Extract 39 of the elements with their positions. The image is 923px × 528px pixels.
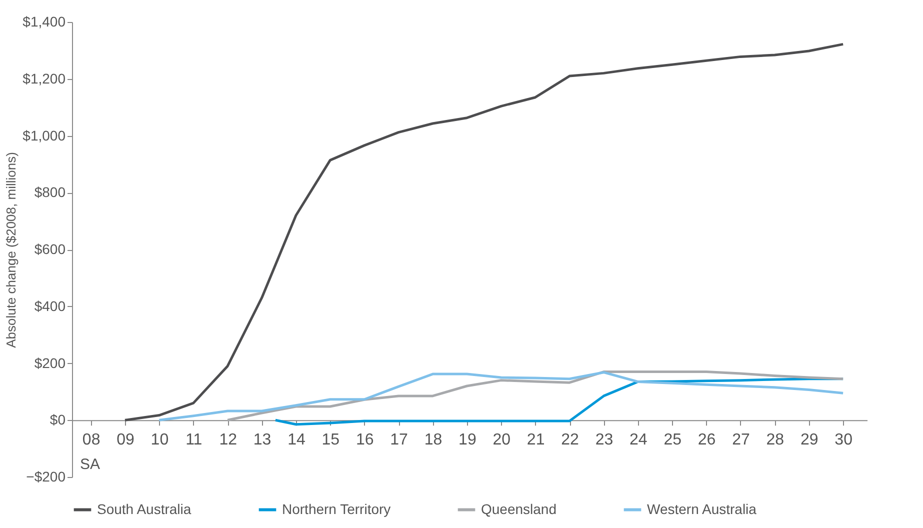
x-tick-label: 09 (116, 432, 134, 449)
x-tick-label: 24 (630, 432, 648, 449)
x-tick-label: 23 (595, 432, 614, 449)
x-tick-label: 13 (253, 432, 272, 449)
x-tick-label: 16 (356, 432, 374, 449)
x-tick-label: 10 (150, 432, 169, 449)
y-tick-label: $200 (34, 354, 66, 371)
x-tick-label: 28 (766, 432, 784, 449)
x-tick-label: 25 (664, 432, 682, 449)
legend-label: Northern Territory (282, 500, 391, 517)
x-tick-label: 21 (526, 432, 545, 449)
y-tick-label: $0 (50, 412, 66, 428)
y-axis-title: Absolute change ($2008, millions) (4, 152, 19, 348)
x-tick-label: 26 (698, 432, 716, 449)
legend-label: Queensland (481, 500, 557, 517)
x-tick-label: 30 (834, 432, 853, 449)
y-tick-label: $1,400 (22, 14, 66, 30)
y-tick-label: $800 (34, 184, 66, 200)
x-tick-label: 22 (561, 432, 580, 449)
x-tick-label: 12 (219, 432, 238, 449)
x-tick-label: 11 (186, 432, 202, 449)
y-tick-label: $1,200 (22, 70, 66, 86)
x-tick-label: 27 (732, 432, 750, 449)
y-tick-label: $1,000 (22, 127, 66, 144)
y-tick-label: −$200 (26, 468, 66, 484)
y-tick-label: $600 (34, 241, 66, 257)
x-tick-label: 20 (492, 432, 511, 449)
y-tick-label: $400 (34, 298, 66, 314)
legend-label: Western Australia (647, 500, 757, 517)
x-tick-label: 15 (322, 432, 340, 449)
x-tick-label: 17 (390, 432, 408, 449)
x-tick-label: 29 (800, 432, 818, 449)
x-tick-label: 18 (424, 432, 442, 449)
x-tick-label: 19 (458, 432, 476, 449)
line-series (124, 42, 844, 422)
x-tick-label: 14 (288, 432, 306, 449)
annotation: SA (80, 456, 100, 474)
legend-label: South Australia (97, 500, 192, 517)
x-tick-label: 08 (82, 432, 100, 449)
